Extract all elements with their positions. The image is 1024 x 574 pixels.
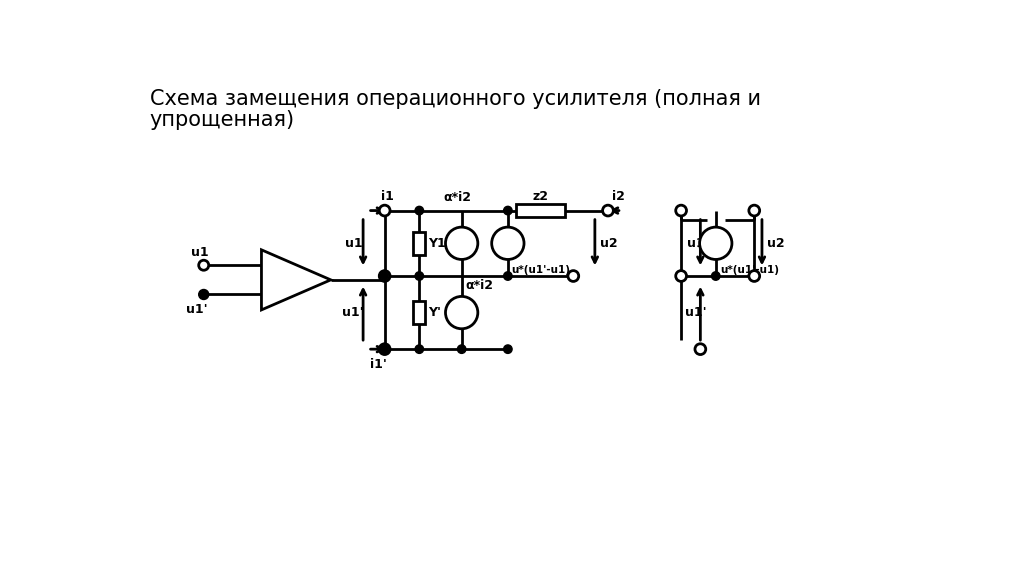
Circle shape: [199, 260, 209, 270]
Text: i1: i1: [381, 190, 393, 203]
Circle shape: [676, 205, 686, 216]
Text: i1': i1': [370, 358, 387, 371]
Circle shape: [381, 345, 389, 354]
Circle shape: [699, 227, 732, 259]
Circle shape: [504, 272, 512, 280]
Circle shape: [415, 345, 424, 354]
Circle shape: [492, 227, 524, 259]
Text: i2: i2: [611, 190, 625, 203]
Text: u1: u1: [687, 237, 705, 250]
Text: u1: u1: [345, 237, 362, 250]
Text: u*(u1'-u1): u*(u1'-u1): [512, 265, 570, 276]
Bar: [413, 232, 425, 255]
Circle shape: [445, 227, 478, 259]
Circle shape: [676, 270, 686, 281]
Circle shape: [504, 206, 512, 215]
Circle shape: [749, 270, 760, 281]
Circle shape: [445, 296, 478, 329]
Text: Y1: Y1: [429, 237, 446, 250]
Circle shape: [749, 205, 760, 216]
Text: u1': u1': [685, 306, 707, 319]
Circle shape: [199, 289, 209, 300]
Text: α*i2: α*i2: [443, 191, 472, 204]
Bar: [516, 204, 565, 217]
Circle shape: [379, 205, 390, 216]
Circle shape: [415, 206, 424, 215]
Circle shape: [504, 345, 512, 354]
Circle shape: [381, 272, 389, 280]
Text: z2: z2: [532, 190, 549, 203]
Circle shape: [415, 272, 424, 280]
Text: u*(u1'-u1): u*(u1'-u1): [720, 265, 779, 276]
Text: u1': u1': [186, 304, 208, 316]
Text: u1': u1': [342, 306, 364, 319]
Circle shape: [568, 270, 579, 281]
Text: u2: u2: [767, 237, 784, 250]
Text: u2: u2: [600, 237, 617, 250]
Circle shape: [379, 270, 390, 281]
Text: упрощенная): упрощенная): [150, 110, 295, 130]
Circle shape: [458, 345, 466, 354]
Circle shape: [379, 344, 390, 355]
Bar: [413, 301, 425, 324]
Text: α*i2: α*i2: [466, 279, 494, 292]
Text: Y': Y': [429, 306, 441, 319]
Circle shape: [602, 205, 613, 216]
Circle shape: [712, 272, 720, 280]
Text: u1: u1: [190, 246, 208, 259]
Text: Схема замещения операционного усилителя (полная и: Схема замещения операционного усилителя …: [150, 89, 761, 109]
Circle shape: [695, 344, 706, 355]
